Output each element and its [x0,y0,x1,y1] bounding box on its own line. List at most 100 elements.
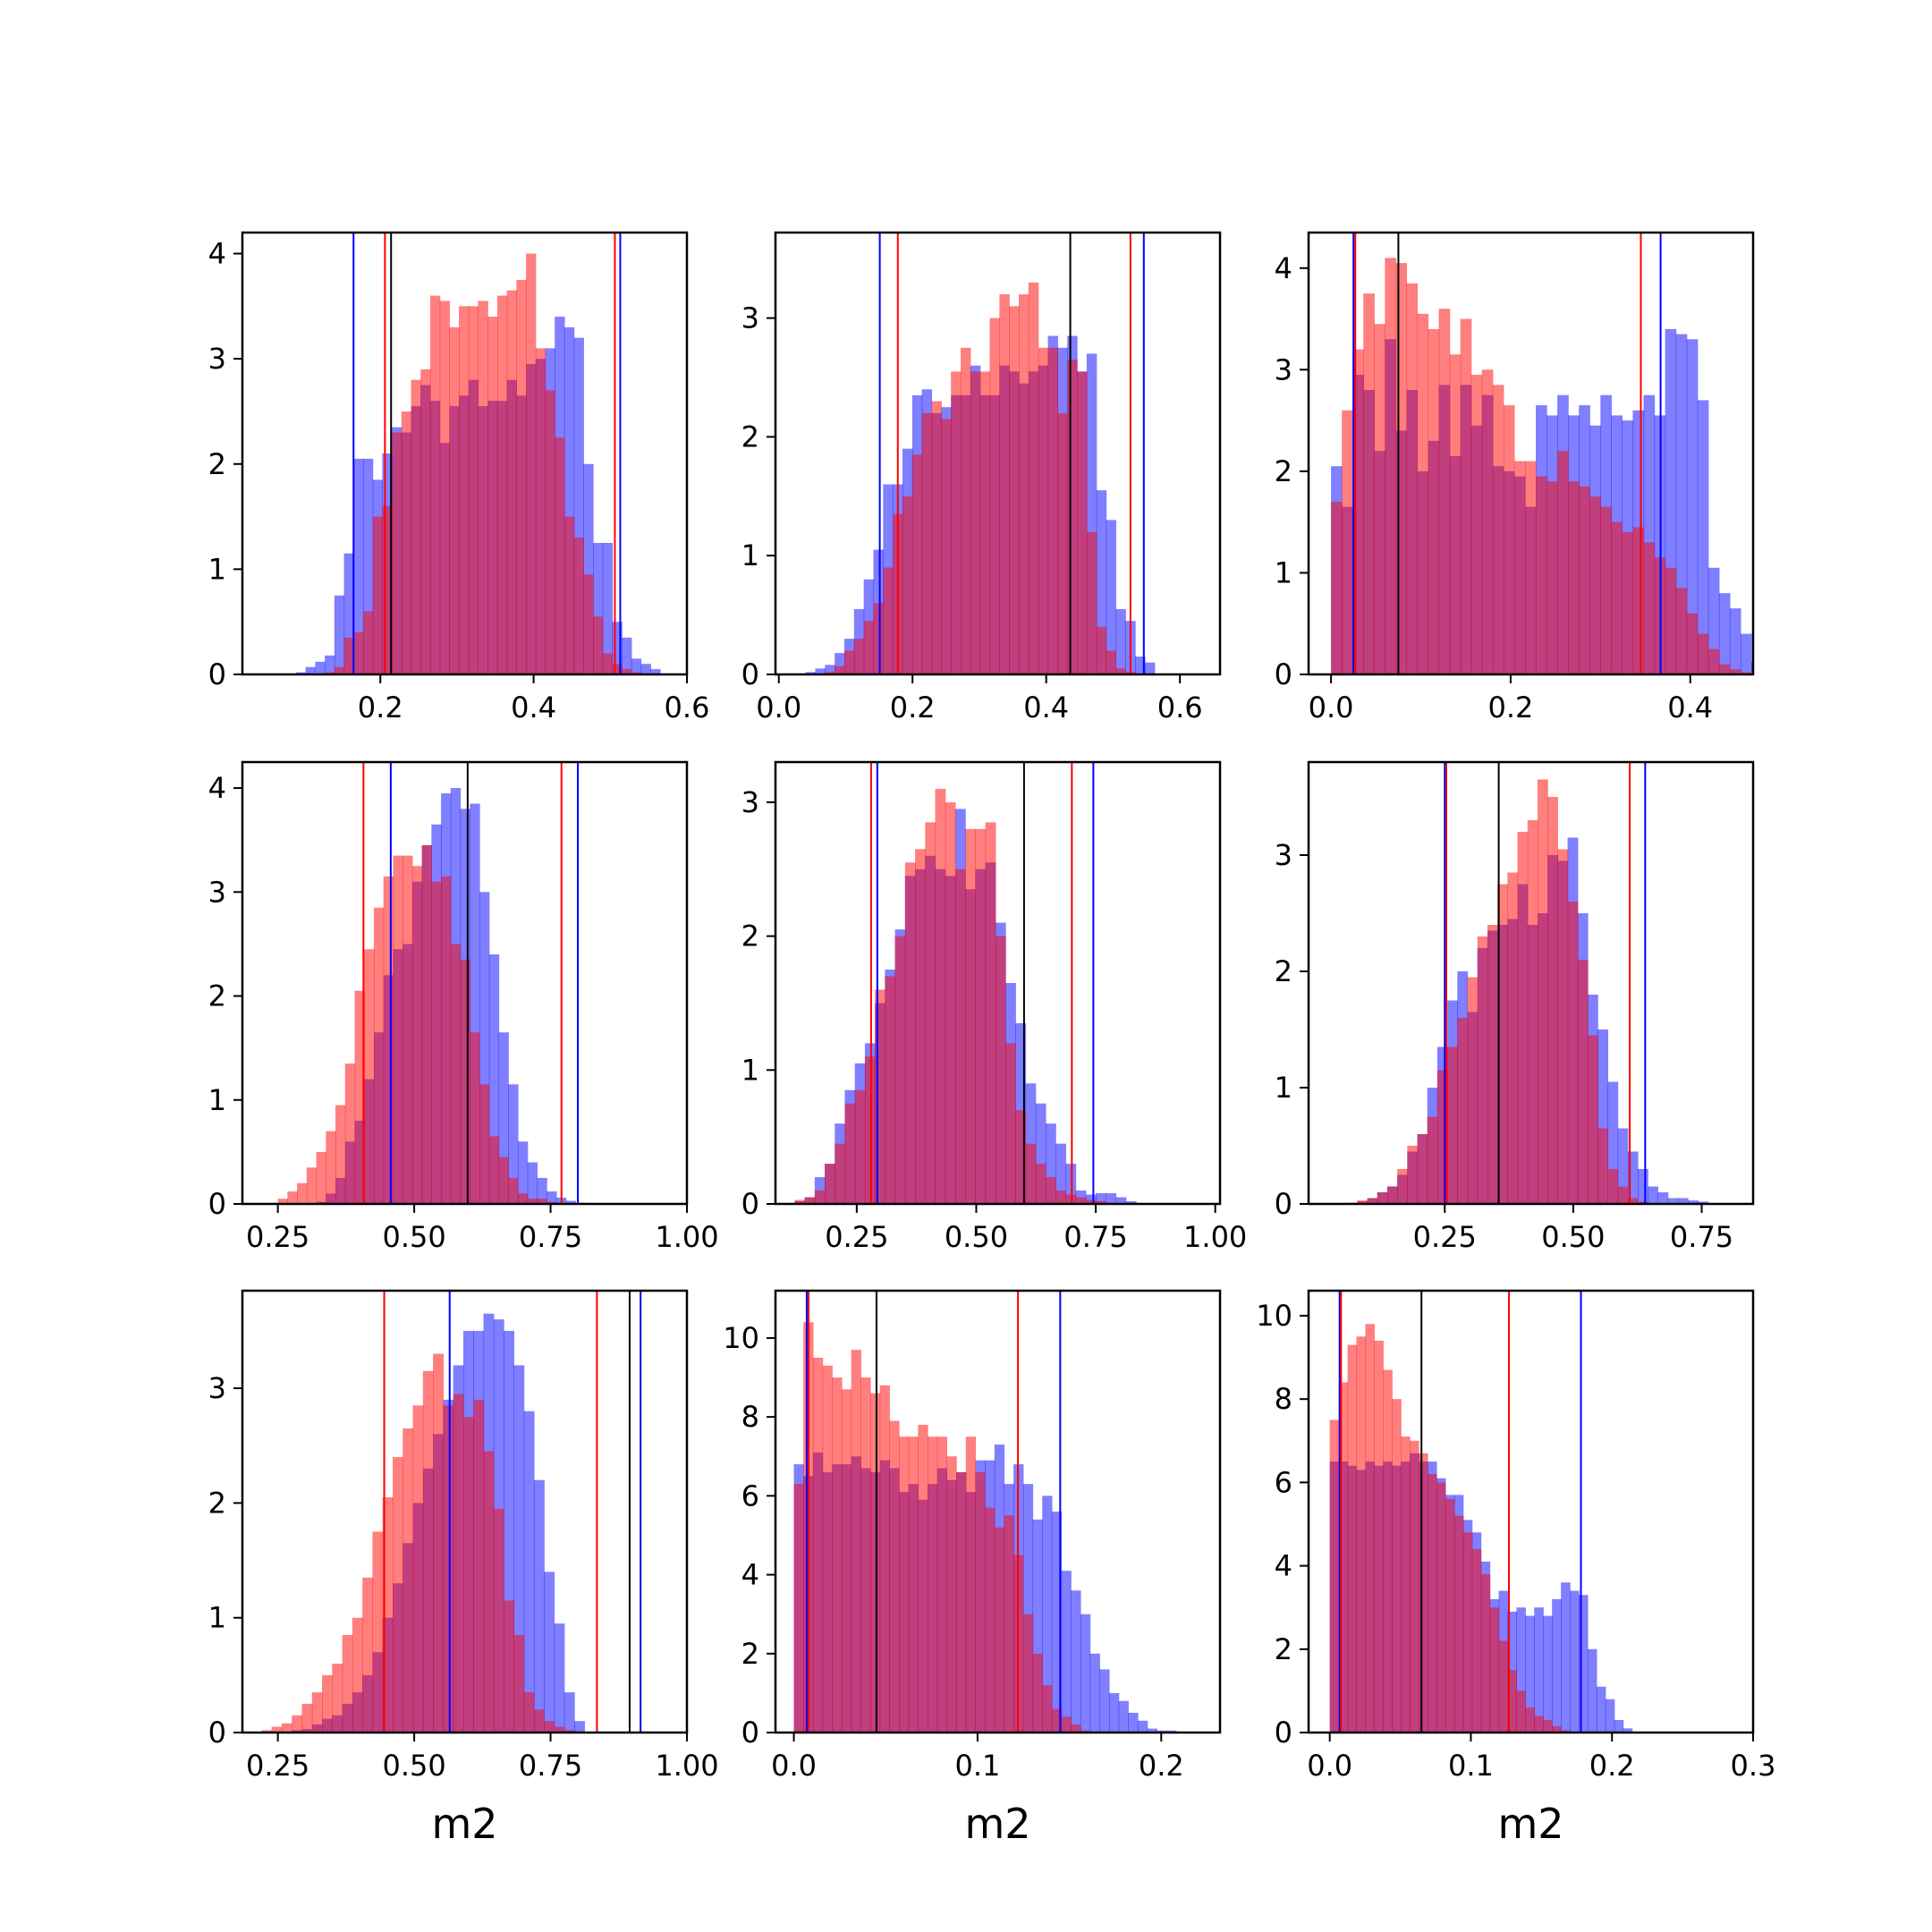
blue-hist-bar [1071,1590,1081,1733]
red-hist-bar [1428,328,1440,674]
x-tick-label: 0.75 [519,1749,582,1783]
red-hist-bar [1067,360,1078,674]
red-hist-bar [1492,385,1504,674]
blue-hist-bar [1099,1669,1110,1733]
red-hist-bar [583,574,594,674]
red-hist-bar [1365,1324,1375,1733]
red-hist-bar [622,669,632,674]
red-hist-bar [493,1508,504,1733]
blue-hist-bar [564,326,575,674]
red-hist-bar [544,1721,555,1733]
red-hist-bar [545,390,555,674]
x-tick-label: 0.4 [511,691,556,724]
blue-hist-bar [1118,1700,1129,1733]
blue-hist-bar [805,672,817,674]
red-hist-bar [1047,347,1058,674]
red-hist-bar [970,371,981,674]
red-hist-bar [352,1617,363,1733]
red-hist-bar [1075,1197,1087,1204]
red-hist-bar [1042,1685,1053,1733]
blue-hist-bar [334,595,345,674]
red-hist-bar [1367,1198,1378,1204]
blue-hist-bar [1718,593,1731,674]
subplot-6: 0.25 0.50 0.75 0 1 2 3 [1275,760,1755,1254]
red-hist-bar [853,639,865,674]
red-hist-bar [1004,1515,1014,1733]
blue-hist-bar [1144,662,1156,674]
red-hist-bar [1579,486,1590,674]
blue-hist-bar [1137,1720,1148,1733]
red-hist-bar [1331,501,1343,674]
red-hist-bar [883,567,894,674]
blue-hist-bar [1543,1615,1553,1733]
y-tick-label: 10 [723,1321,759,1355]
x-tick-label: 0.25 [246,1749,309,1783]
red-hist-bar [1410,1440,1419,1733]
red-hist-bar [401,411,412,674]
blue-hist-bar [1596,1686,1606,1733]
blue-hist-bar [325,655,335,674]
red-hist-bar [498,1157,509,1204]
red-hist-bar [1035,1164,1046,1204]
blue-hist-bar [353,458,364,674]
red-hist-bar [994,1527,1005,1733]
red-hist-bar [271,1726,283,1733]
red-hist-bar [1419,1453,1428,1733]
y-tick-label: 1 [1275,1071,1292,1105]
red-hist-bar [261,1730,273,1733]
red-hist-bar [1038,347,1049,674]
blue-hist-bar [1688,1200,1699,1204]
blue-hist-bar [650,669,661,674]
red-hist-bar [1507,872,1519,1204]
red-hist-bar [1438,309,1451,674]
red-hist-bar [335,1105,346,1204]
blue-hist-bar [631,658,642,674]
subplot-2: 0.0 0.2 0.4 0.6 0 1 2 3 [741,231,1222,724]
red-hist-bar [1643,542,1656,674]
subplot-1: 0.2 0.4 0.6 0 1 2 3 4 [208,231,709,724]
axes-frame [1307,1289,1755,1734]
blue-hist-bar [1597,1030,1608,1204]
y-tick-label: 0 [1275,1187,1292,1221]
x-tick-label: 1.00 [655,1749,718,1783]
blue-hist-bar [362,458,374,674]
red-hist-bar [835,1143,846,1204]
red-hist-bar [326,1131,336,1204]
red-hist-bar [1632,527,1645,674]
red-hist-bar [362,1577,374,1733]
red-hist-bar [1447,1046,1458,1204]
red-hist-bar [344,1063,356,1204]
y-tick-label: 2 [1275,454,1292,488]
x-tick-label: 1.00 [655,1220,718,1254]
axes-frame [774,760,1222,1206]
blue-hist-bar [593,542,604,674]
x-tick-label: 0.1 [954,1749,1000,1783]
red-hist-bar [928,1436,938,1733]
red-hist-bar [392,432,402,674]
red-hist-bar [954,869,966,1204]
x-tick-label: 0.50 [382,1749,445,1783]
red-hist-bar [450,944,462,1204]
y-tick-label: 1 [1275,555,1292,589]
red-hist-bar [1356,1336,1367,1733]
blue-hist-bar [1147,1728,1157,1733]
red-hist-bar [1536,476,1547,674]
y-tick-label: 3 [208,342,226,376]
red-hist-bar [1697,633,1709,674]
red-hist-bar [908,1436,919,1733]
red-hist-bar [961,347,971,674]
x-tick-label: 0.0 [756,691,801,724]
y-tick-label: 1 [208,552,226,586]
red-hist-bar [535,348,547,674]
blue-hist-bar [583,463,594,674]
blue-hist-bar [488,954,500,1204]
red-hist-bar [1547,797,1558,1204]
red-hist-bar [527,1199,538,1204]
red-hist-bar [843,650,855,674]
red-hist-bar [1032,1653,1043,1733]
red-hist-bar [342,1634,353,1733]
red-hist-bar [383,876,394,1204]
blue-hist-bar [1570,1590,1580,1733]
red-hist-bar [441,876,452,1204]
blue-hist-bar [305,666,316,674]
